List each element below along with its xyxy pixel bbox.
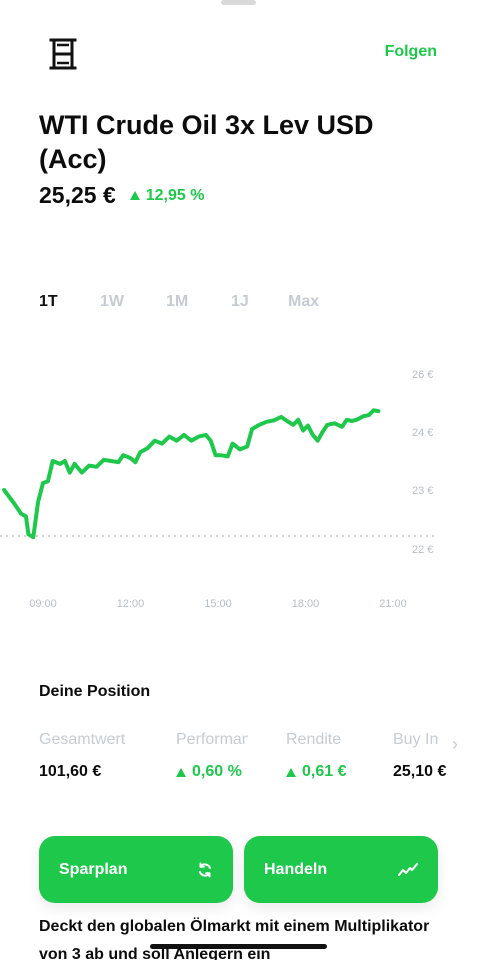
instrument-description: Deckt den globalen Ölmarkt mit einem Mul… (39, 918, 430, 960)
stat-buy-in: Buy In 25,10 € (393, 731, 447, 781)
instrument-title: WTI Crude Oil 3x Lev USD (Acc) (39, 110, 374, 174)
stat-value-text: 0,61 € (302, 763, 347, 780)
time-range-tabs: 1T 1W 1M 1J Max (39, 293, 319, 311)
position-section-title: Deine Position (39, 683, 151, 700)
y-tick-label: 26 € (412, 369, 433, 381)
sparplan-button[interactable]: Sparplan (39, 836, 233, 903)
tab-range-1t[interactable]: 1T (39, 293, 58, 310)
up-triangle-icon (129, 191, 140, 200)
stat-total-value: Gesamtwert 101,60 € (39, 731, 149, 781)
follow-button[interactable]: Folgen (384, 43, 437, 60)
tab-range-1w[interactable]: 1W (100, 293, 124, 310)
sparplan-label: Sparplan (59, 860, 128, 878)
oil-barrel-icon (48, 37, 78, 71)
stat-value: 0,60 % (176, 763, 248, 781)
price-change: 12,95 % (129, 186, 205, 205)
refresh-icon (197, 862, 213, 878)
tab-range-max[interactable]: Max (288, 293, 320, 310)
y-tick-label: 22 € (412, 544, 433, 556)
chevron-right-icon[interactable]: › (452, 734, 458, 754)
up-triangle-icon (176, 767, 186, 777)
stat-label: Rendite (286, 731, 342, 748)
x-tick-label: 09:00 (29, 598, 57, 610)
trend-line-icon (398, 862, 418, 877)
up-triangle-icon (286, 767, 296, 777)
home-indicator (150, 944, 327, 949)
x-tick-label: 12:00 (117, 598, 145, 610)
stat-value: 101,60 € (39, 763, 102, 780)
stat-label: Performance (176, 731, 248, 748)
x-tick-label: 18:00 (292, 598, 320, 610)
x-tick-label: 15:00 (204, 598, 232, 610)
handeln-button[interactable]: Handeln (244, 836, 438, 903)
stat-return: Rendite 0,61 € (286, 731, 396, 781)
tab-range-1m[interactable]: 1M (166, 293, 189, 310)
stat-value: 0,61 € (286, 763, 396, 781)
position-stats[interactable]: Gesamtwert 101,60 € Performance 0,60 % R… (39, 731, 477, 791)
current-price: 25,25 € (39, 182, 116, 208)
stat-value-text: 0,60 % (192, 763, 242, 780)
y-tick-label: 24 € (412, 427, 433, 439)
y-tick-label: 23 € (412, 485, 433, 497)
sheet-drag-handle[interactable] (221, 0, 256, 5)
handeln-label: Handeln (264, 860, 328, 878)
x-tick-label: 21:00 (379, 598, 407, 610)
price-series-line (2, 408, 381, 540)
price-row: 25,25 € 12,95 % (39, 182, 204, 209)
price-chart[interactable]: 26 € 24 € 23 € 22 € 09:00 12:00 15:00 18:00 21:0… (0, 340, 477, 625)
tab-range-1j[interactable]: 1J (231, 293, 249, 310)
stat-value: 25,10 € (393, 763, 447, 780)
stat-performance: Performance 0,60 % (176, 731, 248, 781)
stat-label: Gesamtwert (39, 731, 126, 748)
stat-label: Buy In (393, 731, 439, 748)
price-change-value: 12,95 % (145, 186, 205, 204)
